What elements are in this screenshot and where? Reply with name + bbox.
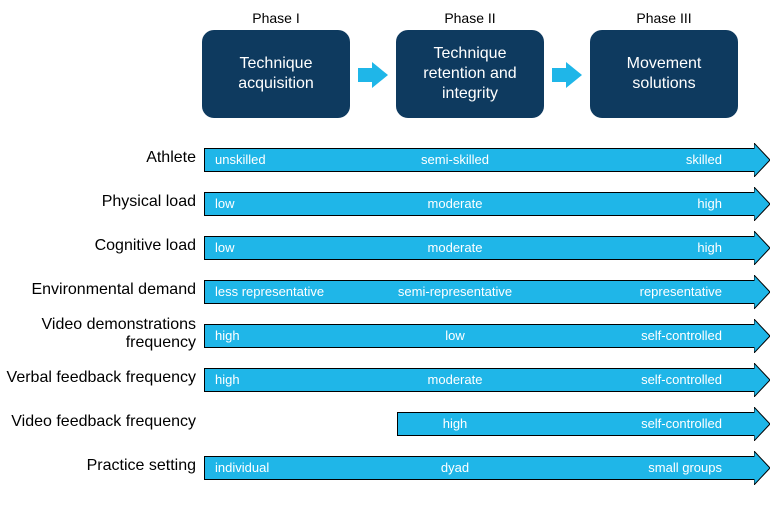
phase-2-box-text: Technique retention and integrity — [402, 44, 538, 104]
row-label: Video demonstrations frequency — [6, 316, 196, 351]
row-band-text: low — [215, 240, 235, 255]
row-band-text: dyad — [441, 460, 469, 475]
row-band-text: high — [215, 328, 240, 343]
row-band-text: unskilled — [215, 152, 266, 167]
row-band-arrowhead-icon — [754, 407, 770, 441]
row-band-arrowhead-icon — [754, 187, 770, 221]
row-band-text: moderate — [428, 196, 483, 211]
phase-1-box: Technique acquisition — [202, 30, 350, 118]
row-band-text: high — [697, 240, 722, 255]
row-band-arrowhead-icon — [754, 275, 770, 309]
row-band-text: semi-representative — [398, 284, 512, 299]
row-band-text: semi-skilled — [421, 152, 489, 167]
row-band-text: high — [443, 416, 468, 431]
phase-arrow-1-icon — [358, 60, 388, 90]
row-band-arrowhead-icon — [754, 363, 770, 397]
row-band-text: moderate — [428, 240, 483, 255]
row-band-arrowhead-icon — [754, 231, 770, 265]
phase-2-label: Phase II — [396, 10, 544, 26]
row-band-arrowhead-icon — [754, 319, 770, 353]
phase-1-label: Phase I — [202, 10, 350, 26]
row-band-text: individual — [215, 460, 269, 475]
row-label: Physical load — [102, 193, 196, 211]
row-band-text: self-controlled — [641, 416, 722, 431]
row-band-text: self-controlled — [641, 328, 722, 343]
row-band-arrowhead-icon — [754, 451, 770, 485]
diagram-canvas: { "layout": { "canvas_width": 776, "canv… — [0, 0, 776, 512]
row-band-text: small groups — [648, 460, 722, 475]
row-band-arrowhead-icon — [754, 143, 770, 177]
row-label: Practice setting — [87, 457, 196, 475]
row-band-text: high — [215, 372, 240, 387]
phase-3-label: Phase III — [590, 10, 738, 26]
row-label: Environmental demand — [31, 281, 196, 299]
row-label: Cognitive load — [95, 237, 196, 255]
phase-arrow-2-icon — [552, 60, 582, 90]
row-band-text: high — [697, 196, 722, 211]
row-label: Athlete — [146, 149, 196, 167]
row-label: Video feedback frequency — [11, 413, 196, 431]
phase-3-box-text: Movement solutions — [596, 54, 732, 94]
row-band-text: low — [215, 196, 235, 211]
row-band-text: low — [445, 328, 465, 343]
row-band-text: self-controlled — [641, 372, 722, 387]
row-band-text: moderate — [428, 372, 483, 387]
phase-3-box: Movement solutions — [590, 30, 738, 118]
row-band-text: skilled — [686, 152, 722, 167]
phase-1-box-text: Technique acquisition — [208, 54, 344, 94]
row-label: Verbal feedback frequency — [7, 369, 196, 387]
row-band-text: representative — [640, 284, 722, 299]
row-band-text: less representative — [215, 284, 324, 299]
phase-2-box: Technique retention and integrity — [396, 30, 544, 118]
